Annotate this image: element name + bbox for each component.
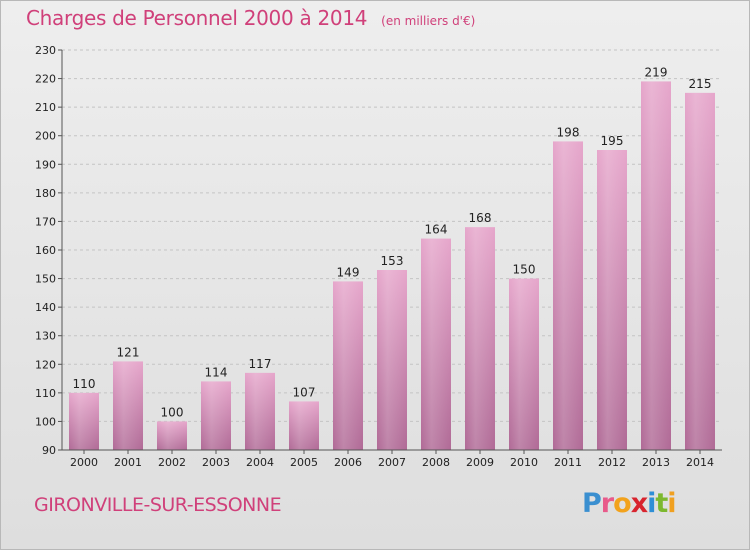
logo-letter: x — [630, 488, 648, 519]
bar-layer — [69, 81, 715, 450]
x-tick-label: 2002 — [158, 456, 186, 469]
x-tick-label: 2001 — [114, 456, 142, 469]
bar-highlight — [377, 270, 407, 450]
y-tick-label: 200 — [35, 130, 56, 143]
x-tick-label: 2011 — [554, 456, 582, 469]
axis-layer: 90 100 110 120 130 140 150 160 170 180 190 200 210 22… — [35, 44, 722, 469]
x-tick-label: 2006 — [334, 456, 362, 469]
bar-highlight — [69, 392, 99, 450]
bar-highlight — [509, 278, 539, 450]
value-label: 114 — [205, 365, 228, 379]
y-tick-label: 100 — [35, 415, 56, 428]
value-label: 107 — [293, 385, 316, 399]
chart-title: Charges de Personnel 2000 à 2014 — [26, 6, 368, 30]
x-tick-label: 2009 — [466, 456, 494, 469]
y-tick-label: 130 — [35, 330, 56, 343]
value-label: 198 — [557, 125, 580, 139]
city-name: GIRONVILLE-SUR-ESSONNE — [34, 494, 282, 516]
title-row: Charges de Personnel 2000 à 2014 (en mill… — [26, 6, 475, 30]
y-tick-label: 190 — [35, 158, 56, 171]
value-label: 100 — [161, 405, 184, 419]
bar-highlight — [113, 361, 143, 450]
value-label: 195 — [601, 134, 624, 148]
y-tick-label: 150 — [35, 273, 56, 286]
bar-highlight — [333, 281, 363, 450]
x-tick-label: 2014 — [686, 456, 714, 469]
value-label: 110 — [73, 377, 96, 391]
value-label: 153 — [381, 254, 404, 268]
proxiti-logo: Proxiti — [582, 488, 677, 519]
chart-subtitle: (en milliers d'€) — [381, 14, 476, 28]
y-tick-label: 140 — [35, 301, 56, 314]
x-tick-label: 2004 — [246, 456, 274, 469]
x-tick-label: 2000 — [70, 456, 98, 469]
logo-letter: i — [667, 488, 676, 519]
x-tick-label: 2008 — [422, 456, 450, 469]
bar-highlight — [245, 372, 275, 450]
bar-highlight — [421, 238, 451, 450]
value-label: 168 — [469, 211, 492, 225]
x-tick-label: 2003 — [202, 456, 230, 469]
logo-letter: r — [600, 488, 614, 519]
value-label: 121 — [117, 345, 140, 359]
value-label: 219 — [645, 65, 668, 79]
bar-highlight — [685, 92, 715, 450]
y-tick-label: 90 — [42, 444, 56, 457]
y-tick-label: 110 — [35, 387, 56, 400]
bar-highlight — [157, 421, 187, 450]
x-tick-label: 2007 — [378, 456, 406, 469]
value-label: 117 — [249, 357, 272, 371]
bar-highlight — [597, 150, 627, 450]
x-tick-label: 2013 — [642, 456, 670, 469]
value-label: 149 — [337, 265, 360, 279]
y-tick-label: 230 — [35, 44, 56, 57]
y-tick-label: 210 — [35, 101, 56, 114]
y-tick-label: 170 — [35, 215, 56, 228]
y-tick-label: 180 — [35, 187, 56, 200]
bar-highlight — [289, 401, 319, 450]
logo-letter: i — [647, 488, 656, 519]
logo-letter: t — [655, 488, 668, 519]
y-tick-label: 120 — [35, 358, 56, 371]
y-tick-label: 160 — [35, 244, 56, 257]
bar-highlight — [201, 381, 231, 450]
value-label: 150 — [513, 263, 536, 277]
y-tick-label: 220 — [35, 73, 56, 86]
bar-highlight — [641, 81, 671, 450]
bar-highlight — [465, 227, 495, 450]
bar-highlight — [553, 141, 583, 450]
x-tick-label: 2010 — [510, 456, 538, 469]
logo-letter: o — [613, 488, 632, 519]
value-label: 215 — [689, 77, 712, 91]
x-tick-label: 2005 — [290, 456, 318, 469]
x-tick-label: 2012 — [598, 456, 626, 469]
value-label: 164 — [425, 223, 448, 237]
logo-letter: P — [582, 488, 602, 519]
